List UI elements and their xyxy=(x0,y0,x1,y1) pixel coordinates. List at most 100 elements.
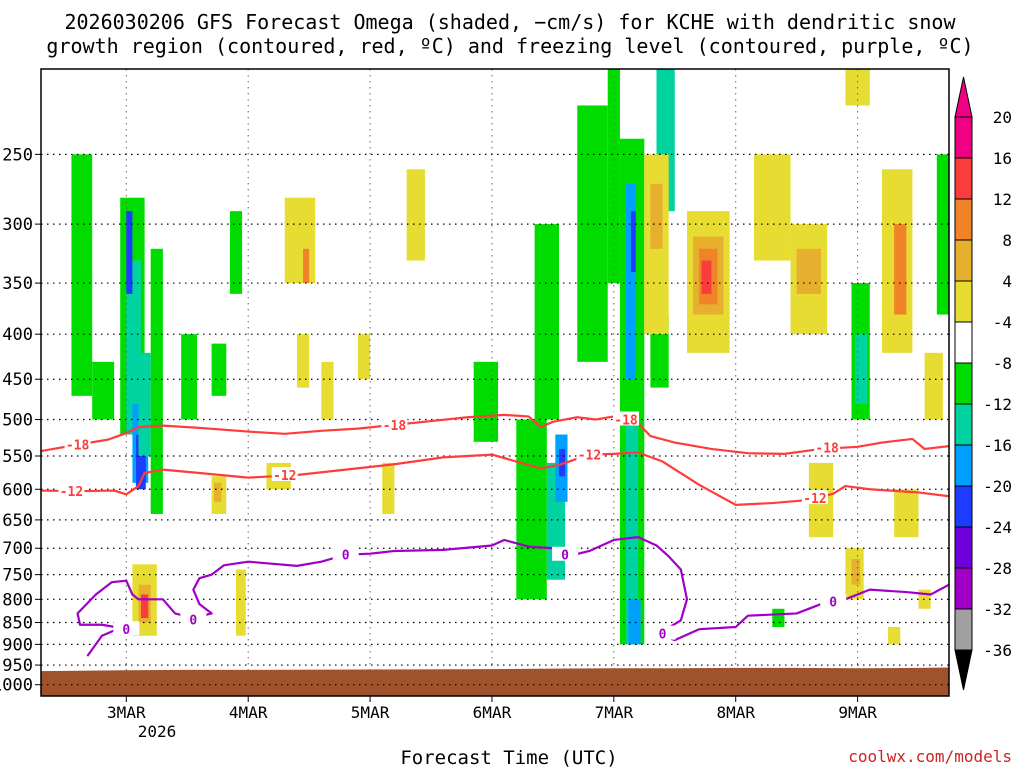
omega-shade-patch xyxy=(406,169,425,261)
omega-shade-patch xyxy=(701,260,712,294)
horizontal-gridlines xyxy=(41,153,949,686)
omega-shade-patch xyxy=(357,334,371,380)
omega-shade-patch xyxy=(303,248,310,284)
contour-label: 0 xyxy=(122,623,130,638)
y-tick-label: 900 xyxy=(2,635,33,655)
contour-label-bg xyxy=(552,546,579,561)
y-tick-label: 250 xyxy=(2,145,33,165)
omega-shade-patch xyxy=(888,626,901,645)
colorbar-segment xyxy=(954,116,973,159)
colorbar-segment xyxy=(954,321,973,364)
contour-label: -12 xyxy=(578,449,601,464)
colorbar-label: -32 xyxy=(983,600,1012,619)
colorbar-segment xyxy=(954,239,973,282)
omega-shade-patch xyxy=(214,482,222,502)
y-tick-label: 950 xyxy=(2,656,33,676)
colorbar-segment xyxy=(954,526,973,569)
contour-label: -12 xyxy=(60,485,83,500)
omega-shade-patch xyxy=(229,211,243,294)
x-axis-label: Forecast Time (UTC) xyxy=(400,747,617,768)
omega-shade-patch xyxy=(753,154,791,261)
omega-shade-patch xyxy=(628,599,641,645)
x-tick-label: 4MAR xyxy=(229,703,268,722)
contour-lines: -18 -18 -18 -18 -12 -12 -12 -12 0 0 0 0 0 0 xyxy=(40,411,950,657)
y-tick-label: 500 xyxy=(2,411,33,431)
y-tick-label: 700 xyxy=(2,539,33,559)
omega-shade-patch xyxy=(626,419,639,645)
x-tick-label: 6MAR xyxy=(473,703,512,722)
omega-shade-patch xyxy=(626,183,636,380)
colorbar-label: 4 xyxy=(1002,272,1012,291)
omega-shade-patch xyxy=(796,248,822,294)
omega-shade-patch xyxy=(284,197,316,284)
contour-label: -12 xyxy=(803,492,826,507)
y-tick-label: 400 xyxy=(2,325,33,345)
omega-shade-patch xyxy=(855,334,868,404)
contour-label: -18 xyxy=(614,414,638,429)
colorbar-label: -20 xyxy=(983,477,1012,496)
omega-shade-patch xyxy=(936,154,949,315)
colorbar-segment xyxy=(954,362,973,405)
omega-shade-patch xyxy=(577,105,608,362)
colorbar-label: -24 xyxy=(983,518,1012,537)
contour-label: 0 xyxy=(561,549,569,564)
omega-shade-patch xyxy=(181,334,198,420)
x-tick-label: 3MAR xyxy=(107,703,146,722)
plot-area: -18 -18 -18 -18 -12 -12 -12 -12 0 0 0 0 0 0 xyxy=(40,68,950,697)
colorbar-label: 8 xyxy=(1002,231,1012,250)
contour-line--18 xyxy=(40,413,950,455)
omega-shade-patch xyxy=(150,248,163,514)
x-tick-label: 7MAR xyxy=(595,703,634,722)
contour-label-bg xyxy=(801,490,828,505)
contour-label-bg xyxy=(381,416,408,431)
colorbar-label: -8 xyxy=(993,354,1012,373)
omega-shade-patch xyxy=(126,211,133,294)
contour-label: 0 xyxy=(342,549,350,564)
omega-shade-patch xyxy=(894,489,919,538)
contour-label: -18 xyxy=(815,442,839,457)
omega-shade-patch xyxy=(92,361,115,420)
contour-label-bg xyxy=(613,411,640,426)
omega-shade-patch xyxy=(473,361,499,442)
contour-label: -18 xyxy=(383,419,407,434)
colorbar-label: -4 xyxy=(993,313,1012,332)
omega-shade-patch xyxy=(772,608,785,627)
omega-shade-patch xyxy=(630,211,636,272)
colorbar-label: -28 xyxy=(983,559,1012,578)
y-tick-label: 550 xyxy=(2,447,33,467)
colorbar-label: 20 xyxy=(993,108,1012,127)
y-tick-label: 350 xyxy=(2,274,33,294)
omega-shade-patch xyxy=(126,260,141,435)
omega-shading-layer xyxy=(71,69,949,645)
contour-label: 0 xyxy=(189,613,197,628)
colorbar-segment xyxy=(954,485,973,528)
colorbar-segment xyxy=(954,567,973,610)
colorbar-segment xyxy=(954,608,973,651)
vertical-gridlines xyxy=(125,69,859,696)
omega-shade-patch xyxy=(650,183,663,249)
x-tick-label: 9MAR xyxy=(838,703,877,722)
x-axis-date-sublabel: 2026 xyxy=(138,722,177,741)
y-tick-label: 1000 xyxy=(0,676,33,696)
colorbar-segment xyxy=(954,157,973,200)
omega-shade-patch xyxy=(296,334,310,388)
omega-shade-patch xyxy=(138,352,151,456)
y-axis: 2503003504004505005506006507007508008509… xyxy=(0,145,41,696)
y-tick-label: 450 xyxy=(2,370,33,390)
contour-label: 0 xyxy=(659,628,667,643)
contour-label-bg xyxy=(180,611,207,626)
contour-label-bg xyxy=(332,546,359,561)
colorbar-bottom-arrow xyxy=(954,649,973,691)
contour-label: -18 xyxy=(66,439,90,454)
colorbar-label: -36 xyxy=(983,641,1012,660)
chart-title-line2: growth region (contoured, red, ºC) and f… xyxy=(46,34,973,58)
omega-shade-patch xyxy=(71,154,93,396)
plot-frame xyxy=(40,68,950,697)
omega-shade-patch xyxy=(236,569,246,636)
contour-line-0 xyxy=(76,536,950,657)
omega-shade-patch xyxy=(607,69,620,284)
y-tick-label: 850 xyxy=(2,614,33,634)
contour-label-bg xyxy=(271,466,298,481)
chart-title-line1: 2026030206 GFS Forecast Omega (shaded, −… xyxy=(64,10,956,34)
